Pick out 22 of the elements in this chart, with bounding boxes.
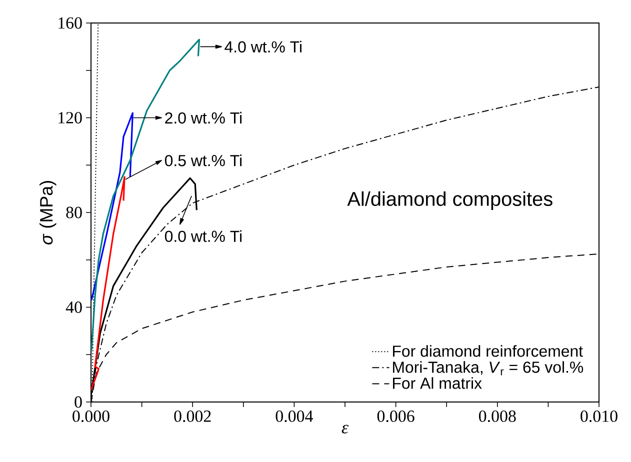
x-tick-label: 0.002: [174, 410, 211, 422]
annotation: 0.0 wt.% Ti: [164, 230, 242, 242]
y-tick-label: 120: [58, 112, 82, 124]
x-tick-label: 0.008: [478, 410, 516, 422]
y-tick-label: 80: [66, 206, 82, 218]
annotation: 2.0 wt.% Ti: [165, 112, 242, 124]
y-axis-title: σ (MPa): [40, 181, 56, 244]
x-tick-label: 0.006: [377, 410, 414, 422]
y-tick-label: 160: [58, 17, 82, 29]
x-tick-label: 0.004: [276, 410, 313, 422]
y-tick-label: 40: [66, 302, 82, 313]
legend-label: For Al matrix: [393, 377, 482, 389]
annotation: 0.5 wt.% Ti: [164, 154, 242, 166]
annotation: Al/diamond composites: [347, 191, 552, 210]
legend-label: For diamond reinforcement: [393, 345, 583, 357]
x-tick-label: 0.010: [580, 410, 618, 422]
annotation: 4.0 wt.% Ti: [224, 40, 302, 53]
x-tick-label: 0.000: [72, 410, 110, 422]
y-tick-label: 0: [74, 396, 82, 408]
legend-label: Mori-Tanaka, V$_{r}$ = 65 vol.%: [393, 361, 584, 376]
x-axis-title: ε: [342, 424, 349, 434]
line-series: [91, 176, 126, 391]
